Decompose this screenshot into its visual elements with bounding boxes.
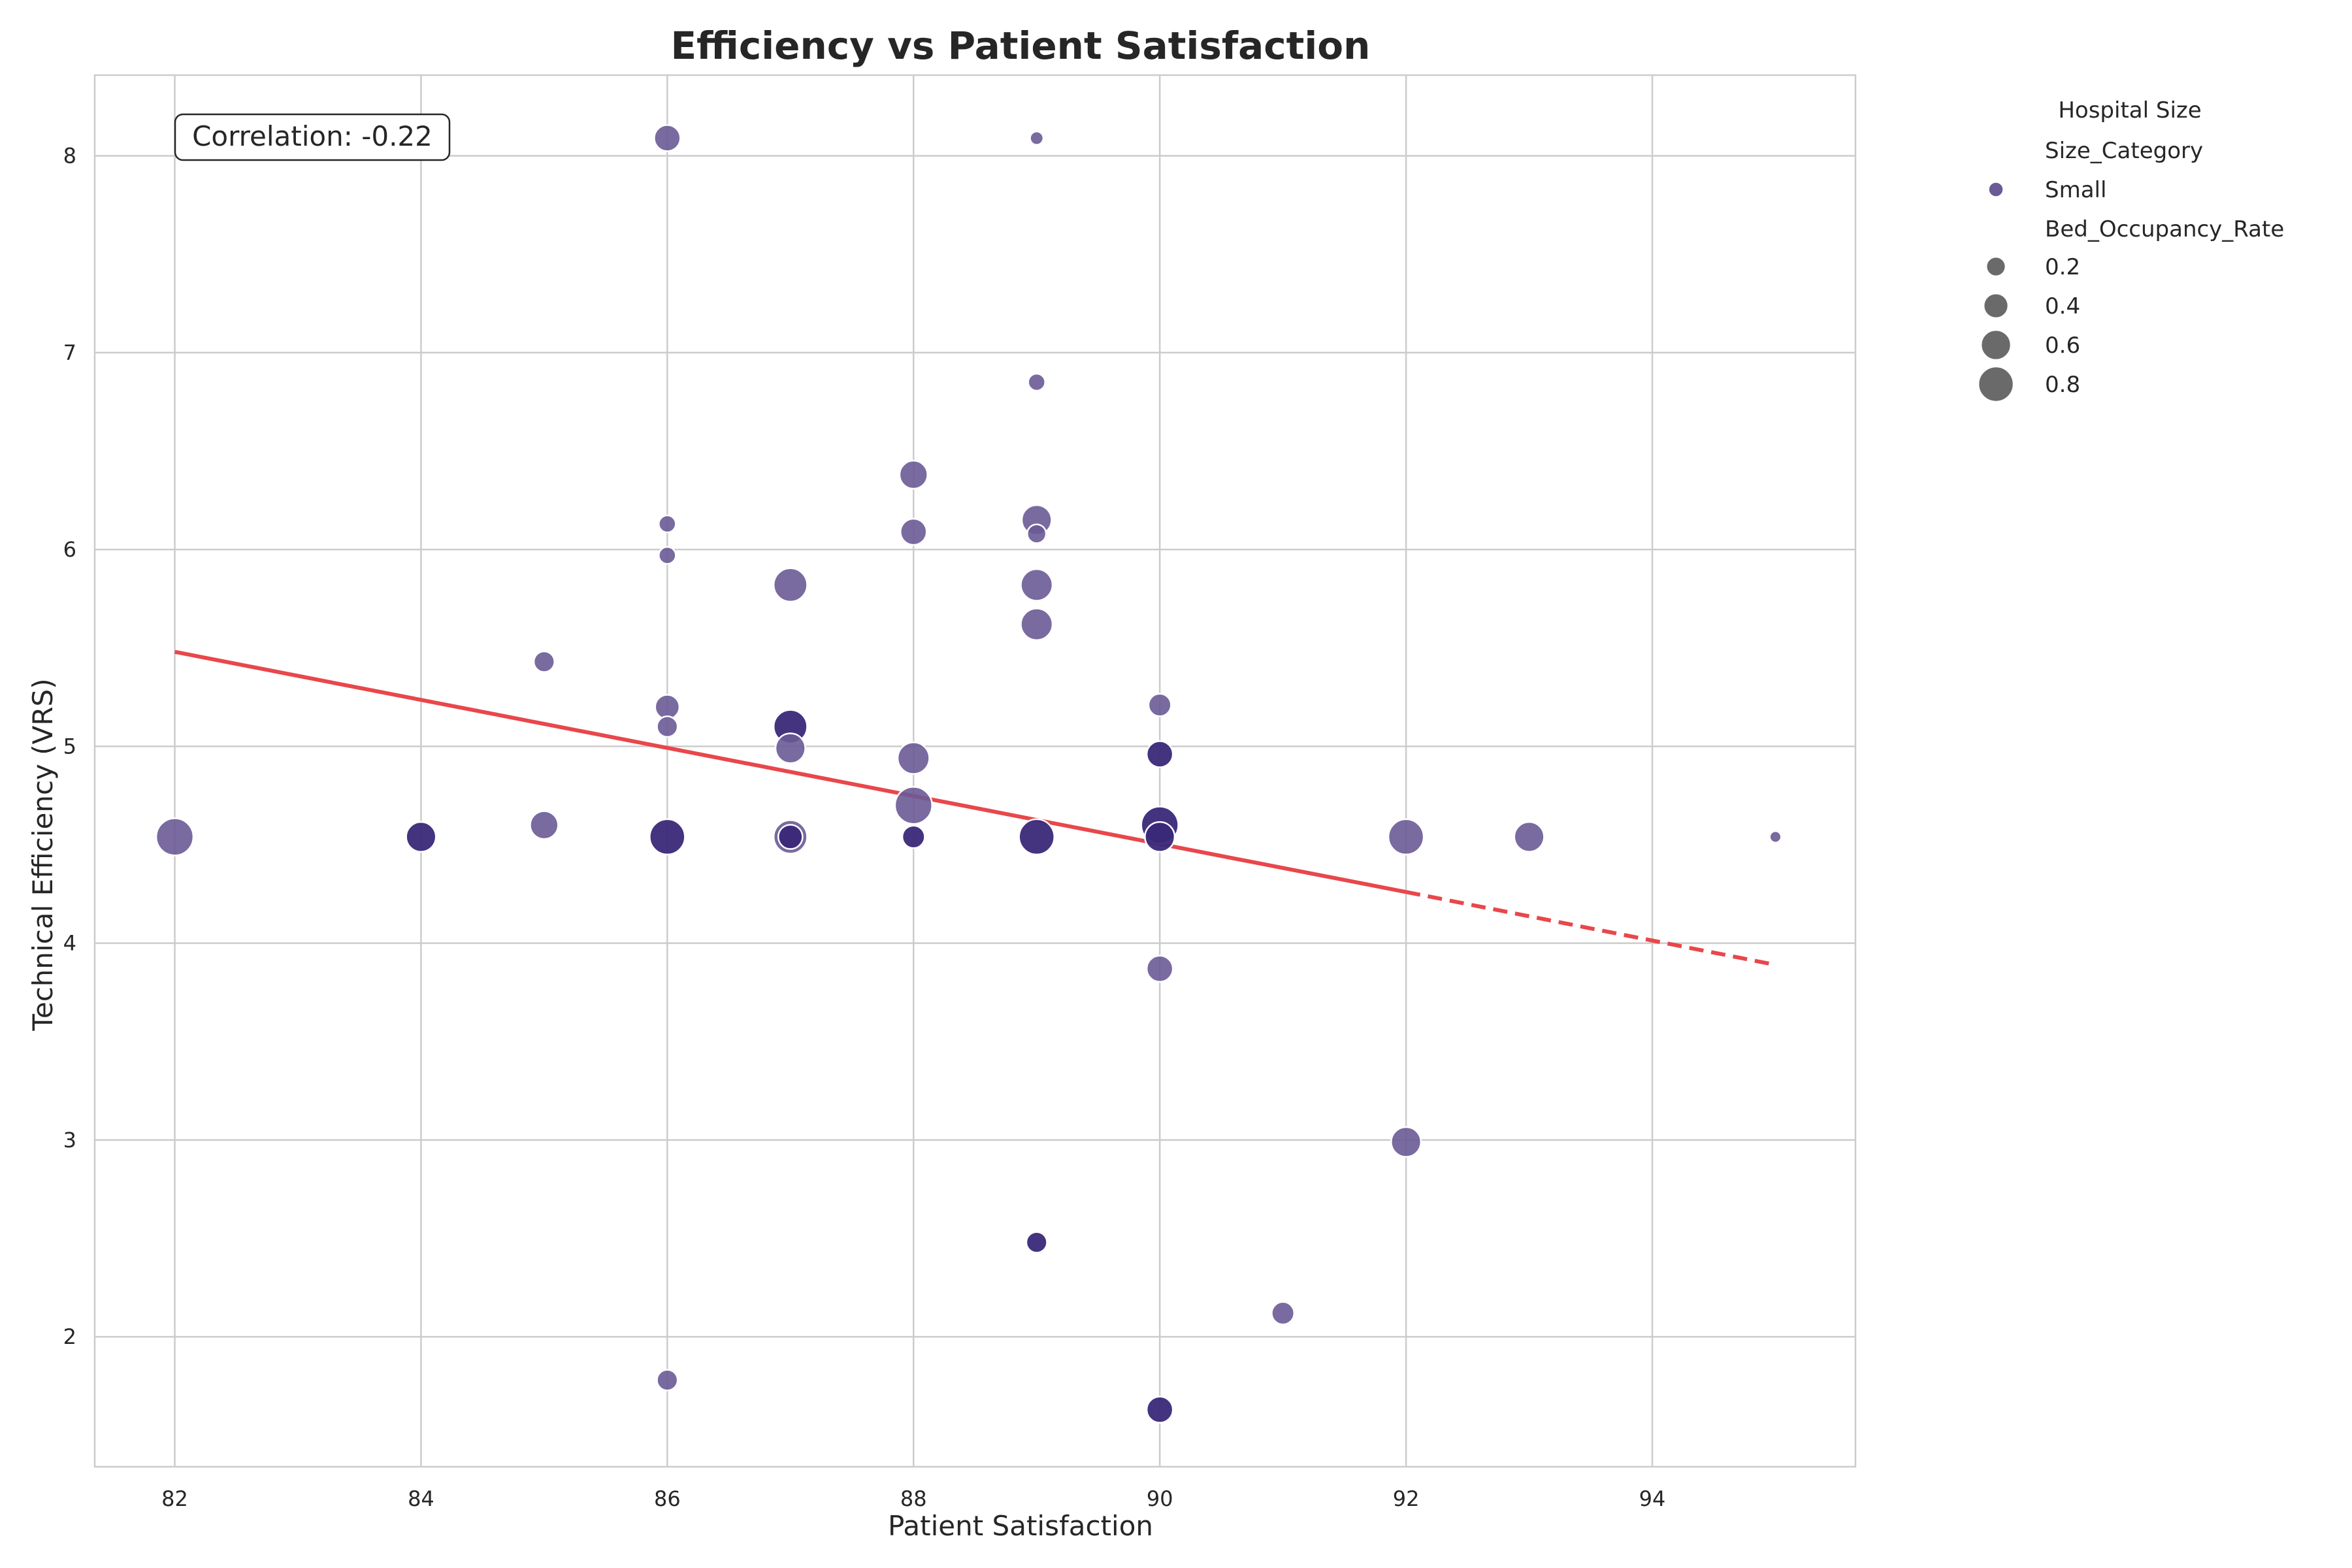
- data-point: [649, 818, 686, 856]
- legend-size-label: 0.4: [2045, 293, 2080, 319]
- data-point: [653, 124, 681, 152]
- chart-title: Efficiency vs Patient Satisfaction: [671, 24, 1371, 68]
- legend-size-label: 0.6: [2045, 333, 2080, 359]
- x-tick-label: 88: [900, 1486, 927, 1511]
- x-tick-label: 90: [1147, 1486, 1173, 1511]
- legend-size-marker: [1985, 256, 2006, 277]
- data-point: [1020, 608, 1054, 642]
- legend-size-label: 0.2: [2045, 254, 2080, 280]
- y-tick-label: 2: [63, 1324, 76, 1349]
- x-tick-label: 82: [161, 1486, 188, 1511]
- legend-hue-entry-small: Small: [1988, 177, 2106, 203]
- data-point: [155, 817, 195, 857]
- data-point: [656, 715, 679, 738]
- data-point: [1145, 955, 1174, 983]
- data-point: [529, 810, 559, 840]
- data-point: [1513, 821, 1545, 853]
- y-tick-label: 6: [63, 537, 76, 562]
- legend-label-small: Small: [2045, 177, 2106, 203]
- data-point: [900, 517, 928, 546]
- y-tick-label: 4: [63, 931, 76, 956]
- trend-line: [174, 649, 1776, 967]
- data-point: [532, 650, 555, 673]
- data-point: [658, 514, 677, 534]
- x-axis-label: Patient Satisfaction: [888, 1510, 1153, 1542]
- legend-marker-small: [1988, 182, 2004, 197]
- x-tick-label: 94: [1639, 1486, 1666, 1511]
- data-point: [1020, 568, 1054, 602]
- correlation-box: [174, 113, 451, 161]
- legend-size-marker: [1980, 329, 2012, 361]
- y-tick-labels: 2 3 4 5 6 7 8: [63, 144, 76, 1350]
- data-point: [1387, 818, 1425, 856]
- y-tick-label: 3: [63, 1128, 76, 1152]
- legend-size-marker: [1983, 293, 2009, 319]
- legend-size-label: 0.8: [2045, 372, 2080, 398]
- plot-frame: [93, 74, 1857, 1468]
- x-tick-label: 86: [654, 1486, 681, 1511]
- legend: Hospital Size Size_Category Small Bed_Oc…: [1978, 97, 2284, 402]
- legend-size-title: Bed_Occupancy_Rate: [2045, 216, 2284, 242]
- y-axis-label: Technical Efficiency (VRS): [27, 678, 59, 1031]
- data-point: [894, 786, 933, 825]
- data-point: [898, 459, 928, 490]
- data-points: [155, 124, 1782, 1424]
- data-point: [656, 1369, 679, 1392]
- data-point: [1029, 130, 1045, 146]
- x-tick-label: 84: [408, 1486, 434, 1511]
- data-point: [1145, 740, 1174, 768]
- trend-line-dashed: [1405, 890, 1776, 967]
- data-point: [774, 732, 806, 764]
- y-tick-label: 8: [63, 144, 76, 169]
- legend-title: Hospital Size: [2058, 97, 2201, 123]
- data-point: [405, 821, 437, 853]
- data-point: [896, 741, 930, 775]
- y-tick-label: 5: [63, 734, 76, 759]
- trend-line-solid: [174, 649, 1407, 894]
- data-point: [1145, 1396, 1174, 1424]
- data-point: [1018, 818, 1055, 856]
- correlation-annotation: Correlation: -0.22: [192, 120, 433, 152]
- data-point: [1390, 1126, 1422, 1158]
- data-point: [901, 825, 926, 849]
- data-point: [1271, 1301, 1296, 1326]
- x-tick-labels: 82 84 86 88 90 92 94: [161, 1486, 1665, 1511]
- data-point: [1026, 523, 1047, 544]
- grid-lines: [95, 75, 1855, 1467]
- data-point: [772, 567, 808, 603]
- data-point: [1147, 693, 1172, 717]
- x-tick-label: 92: [1393, 1486, 1420, 1511]
- legend-size-marker: [1978, 366, 2014, 402]
- legend-size-entries: 0.2 0.4 0.6 0.8: [1978, 254, 2080, 402]
- y-tick-label: 7: [63, 340, 76, 365]
- data-point: [1025, 1231, 1048, 1254]
- data-point: [1027, 372, 1046, 392]
- data-point: [1144, 821, 1176, 853]
- data-point: [658, 546, 677, 565]
- legend-hue-title: Size_Category: [2045, 138, 2203, 164]
- data-point: [1769, 830, 1782, 843]
- data-point: [654, 694, 681, 720]
- data-point: [777, 824, 804, 850]
